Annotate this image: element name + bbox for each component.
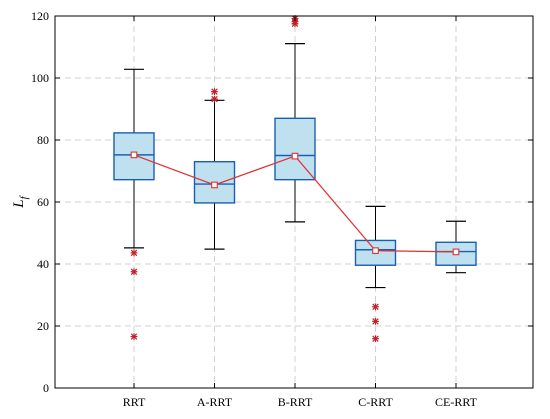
y-tick-label: 0	[43, 381, 49, 395]
outlier-point	[211, 88, 218, 96]
outlier-point	[372, 303, 379, 311]
mean-marker	[291, 152, 299, 160]
y-tick-label: 20	[37, 319, 49, 333]
y-axis-label-main: L	[11, 199, 27, 208]
outlier-series	[130, 15, 379, 343]
outlier-point	[291, 20, 299, 28]
box-a-rrt	[193, 99, 236, 250]
y-tick-label: 100	[31, 71, 49, 85]
y-tick-label: 60	[37, 195, 49, 209]
outlier-point	[130, 268, 138, 276]
outlier-point	[211, 95, 218, 103]
box-iqr	[354, 239, 397, 266]
box-c-rrt	[354, 205, 397, 289]
x-axis-ticks: RRT A-RRT B-RRT C-RRT CE-RRT	[123, 16, 478, 409]
box-series	[113, 42, 477, 289]
y-tick-label: 80	[37, 133, 49, 147]
box-b-rrt	[274, 42, 316, 223]
box-iqr	[113, 132, 155, 181]
grid-lines	[55, 16, 533, 388]
box-ce-rrt	[435, 220, 477, 274]
outlier-point	[130, 333, 138, 340]
outlier-point	[372, 317, 379, 325]
mean-marker	[372, 247, 379, 255]
x-tick-label: C-RRT	[358, 395, 393, 409]
y-axis-ticks: 0 20 40 60 80 100 120	[31, 9, 533, 395]
mean-series	[130, 151, 460, 256]
y-axis-label: Lf	[11, 194, 30, 208]
mean-marker	[130, 151, 138, 159]
x-tick-label: RRT	[123, 395, 146, 409]
x-tick-label: CE-RRT	[435, 395, 478, 409]
outlier-point	[372, 335, 379, 343]
mean-marker	[211, 181, 218, 189]
x-tick-label: B-RRT	[278, 395, 313, 409]
outlier-point	[130, 249, 138, 257]
y-tick-label: 40	[37, 257, 49, 271]
box-iqr	[274, 117, 316, 181]
box-rrt	[113, 68, 155, 249]
y-tick-label: 120	[31, 9, 49, 23]
mean-marker	[452, 248, 460, 256]
x-tick-label: A-RRT	[197, 395, 233, 409]
y-axis-label-subscript: f	[18, 194, 30, 199]
